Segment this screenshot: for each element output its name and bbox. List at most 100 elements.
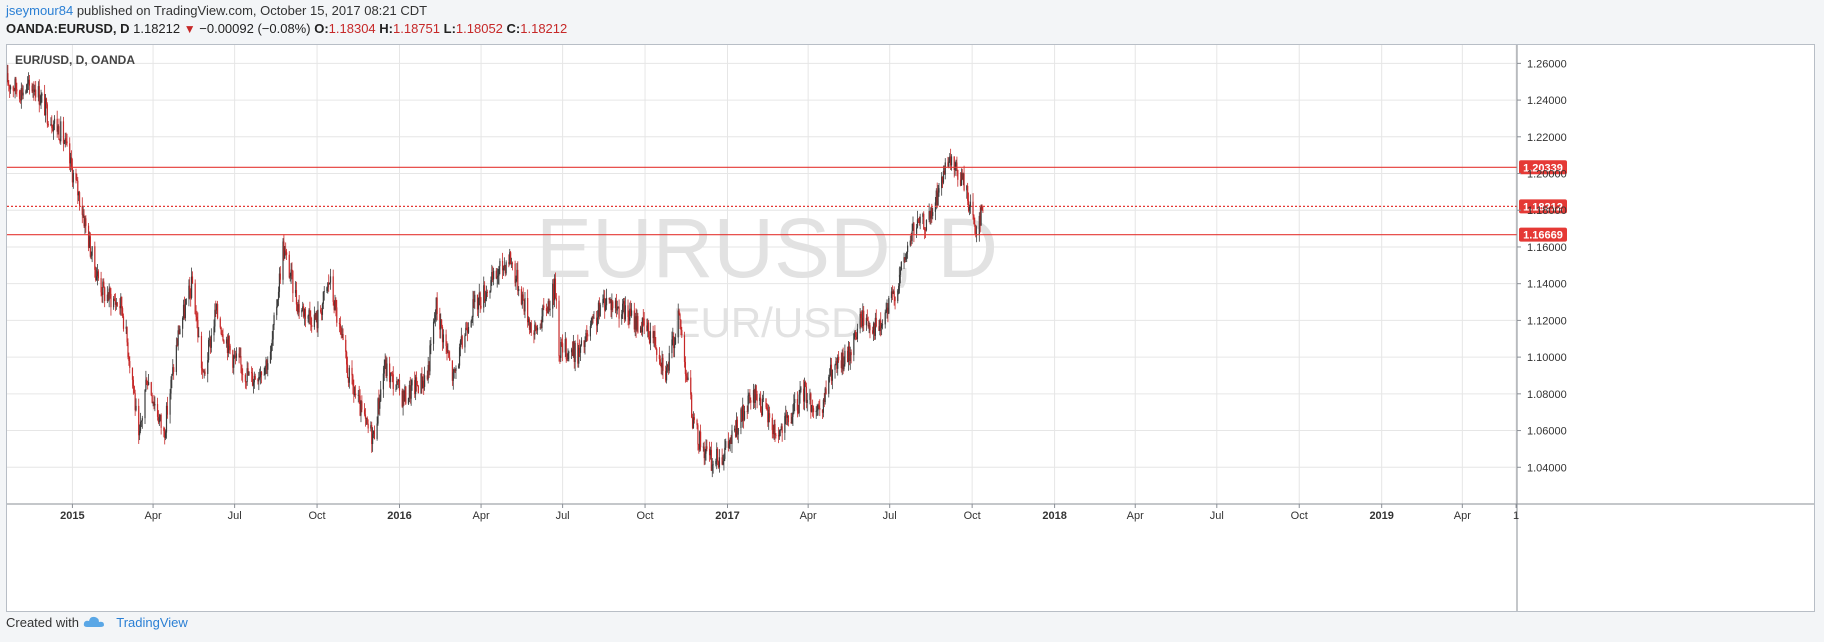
chart-panel[interactable]: EURUSD, D EUR/USD 1.20339 1.18212 1.16669 … <box>6 44 1815 612</box>
candle-body <box>618 306 620 319</box>
candle-body <box>285 252 288 255</box>
candle-body <box>900 261 902 270</box>
candle-body <box>640 327 643 333</box>
candle-body <box>139 421 142 431</box>
price-label-text: 1.18212 <box>1523 201 1563 213</box>
candle-body <box>354 393 356 395</box>
candle-body <box>346 351 348 365</box>
candle-body <box>47 123 49 126</box>
candle-body <box>821 409 824 413</box>
candle-body <box>229 345 231 351</box>
price-chart[interactable]: EURUSD, D EUR/USD 1.203391.182121.16669 … <box>7 45 1814 611</box>
candle-body <box>734 428 736 431</box>
candle-body <box>599 304 601 317</box>
candle-body <box>897 290 899 302</box>
candle-body <box>865 317 868 326</box>
candle-body <box>559 356 561 358</box>
candle-body <box>750 400 752 403</box>
candle-body <box>919 216 921 224</box>
candle-body <box>316 312 318 329</box>
candle-body <box>923 213 925 230</box>
candle-body <box>622 303 624 315</box>
candle-body <box>724 447 726 459</box>
candle-body <box>924 229 926 231</box>
candle-body <box>41 94 43 96</box>
candle-body <box>975 226 977 236</box>
tradingview-brand[interactable]: TradingView <box>116 615 188 630</box>
candle-body <box>615 300 617 311</box>
candle-body <box>598 302 600 317</box>
candle-body <box>198 335 200 337</box>
candle-body <box>15 78 17 90</box>
candle-body <box>545 308 548 312</box>
candle-body <box>227 336 229 354</box>
candle-body <box>944 162 946 175</box>
candle-body <box>674 337 677 345</box>
candle-body <box>379 401 381 409</box>
grid <box>7 45 1517 504</box>
candle-body <box>100 278 102 293</box>
candle-body <box>177 330 179 346</box>
candle-body <box>915 227 918 234</box>
candle-body <box>146 379 148 385</box>
candle-body <box>420 373 422 394</box>
candle-body <box>954 166 956 170</box>
author-link[interactable]: jseymour84 <box>6 3 74 18</box>
candle-body <box>321 303 324 315</box>
candle-body <box>819 408 821 410</box>
candle-body <box>348 367 350 383</box>
candle-body <box>580 340 583 346</box>
candle-body <box>297 304 299 313</box>
candle-body <box>414 380 416 395</box>
candle-body <box>347 377 350 383</box>
candle-body <box>791 416 793 423</box>
candle-body <box>590 323 592 327</box>
candle-body <box>502 268 505 271</box>
candle-body <box>389 363 391 383</box>
candle-body <box>629 308 631 321</box>
horizontal-lines[interactable]: 1.20339 1.18212 1.16669 <box>7 160 1567 242</box>
candle-body <box>448 351 450 358</box>
candle-body <box>459 340 462 348</box>
candle-body <box>868 325 870 327</box>
candle-body <box>19 98 22 101</box>
candle-body <box>735 419 738 437</box>
candle-body <box>264 366 266 375</box>
candle-body <box>466 327 468 330</box>
candle-body <box>361 401 363 410</box>
candle-body <box>304 309 307 319</box>
candle-body <box>476 294 479 310</box>
candle-body <box>18 91 21 99</box>
candle-body <box>59 139 61 142</box>
candle-body <box>609 298 611 300</box>
candle-body <box>596 317 598 326</box>
candle-body <box>430 343 432 346</box>
candle-body <box>730 437 732 444</box>
candle-body <box>85 218 87 226</box>
candle-body <box>170 379 172 394</box>
candle-body <box>384 359 386 369</box>
candle-body <box>245 381 247 383</box>
candle-body <box>869 325 871 331</box>
candle-body <box>937 192 939 205</box>
candle-body <box>668 353 670 371</box>
candle-body <box>7 73 9 85</box>
candle-body <box>912 223 914 231</box>
candle-body <box>910 240 912 242</box>
candle-body <box>510 252 512 264</box>
y-tick-label: 1.10000 <box>1527 352 1567 364</box>
candle-body <box>853 333 855 356</box>
candle-body <box>740 409 742 429</box>
candle-body <box>560 341 562 358</box>
candle-body <box>182 318 184 329</box>
candle-body <box>108 288 110 301</box>
candle-body <box>835 361 837 366</box>
candle-body <box>403 391 405 402</box>
candle-body <box>113 298 115 308</box>
candle-body <box>947 162 949 167</box>
candle-body <box>648 322 650 338</box>
candle-body <box>950 156 953 166</box>
candle-body <box>836 361 838 369</box>
candle-body <box>151 395 153 403</box>
candle-body <box>803 381 806 402</box>
